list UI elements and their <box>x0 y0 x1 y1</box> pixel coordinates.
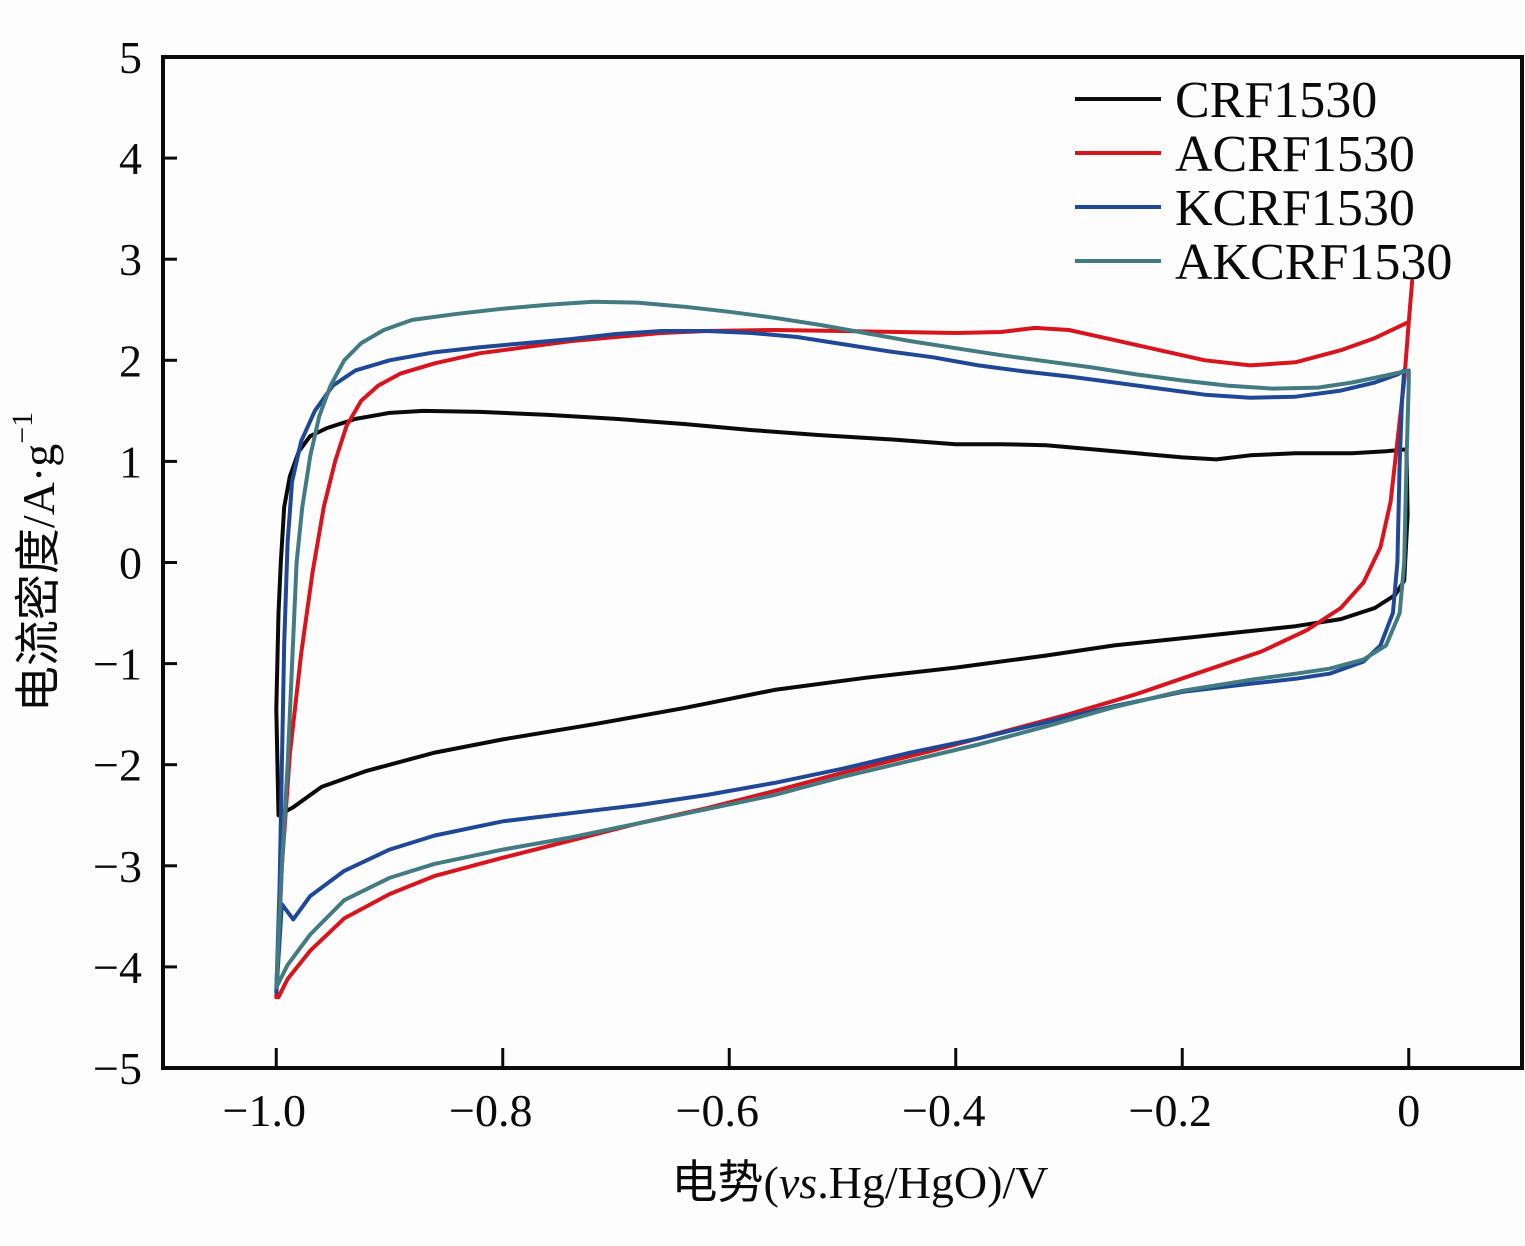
x-axis-title-suffix: .Hg/HgO)/V <box>817 1157 1048 1208</box>
x-axis-title-italic: vs <box>779 1157 817 1208</box>
y-tick-label: −1 <box>93 639 142 690</box>
legend-label: AKCRF1530 <box>1175 234 1452 291</box>
x-tick-label: −0.4 <box>902 1085 985 1136</box>
x-tick-label: −1.0 <box>223 1085 306 1136</box>
y-tick-label: −4 <box>93 942 142 993</box>
x-tick-label: −0.8 <box>449 1085 532 1136</box>
y-tick-label: −2 <box>93 740 142 791</box>
y-axis-title: 电流密度/A·g−1 <box>6 412 64 712</box>
y-tick-label: 5 <box>119 32 142 83</box>
legend-label: CRF1530 <box>1175 72 1377 129</box>
series-curves <box>274 279 1415 1000</box>
legend-label: KCRF1530 <box>1175 180 1415 237</box>
y-axis: 5 4 3 2 1 0 −1 −2 −3 −4 −5 <box>93 32 177 1094</box>
y-axis-title-base: 电流密度/A·g <box>13 444 64 712</box>
y-tick-label: 1 <box>119 436 142 487</box>
y-tick-label: −3 <box>93 841 142 892</box>
y-axis-title-group: 电流密度/A·g−1 <box>6 412 64 712</box>
series-line-crf1530 <box>274 408 1410 818</box>
y-tick-label: 3 <box>119 234 142 285</box>
x-axis-title-prefix: 电势( <box>672 1157 779 1208</box>
y-tick-label: 2 <box>119 335 142 386</box>
x-axis: −1.0 −0.8 −0.6 −0.4 −0.2 0 <box>223 1048 1420 1136</box>
y-axis-title-sup: −1 <box>6 412 39 444</box>
x-tick-label: 0 <box>1397 1085 1420 1136</box>
legend-label: ACRF1530 <box>1175 126 1415 183</box>
y-tick-label: −5 <box>93 1043 142 1094</box>
x-tick-label: −0.6 <box>676 1085 759 1136</box>
y-tick-label: 4 <box>119 133 142 184</box>
series-line-akcrf1530 <box>274 299 1411 990</box>
x-axis-title: 电势(vs.Hg/HgO)/V <box>672 1157 1049 1208</box>
y-tick-label: 0 <box>119 538 142 589</box>
series-line-kcrf1530 <box>274 329 1407 995</box>
x-tick-label: −0.2 <box>1129 1085 1212 1136</box>
